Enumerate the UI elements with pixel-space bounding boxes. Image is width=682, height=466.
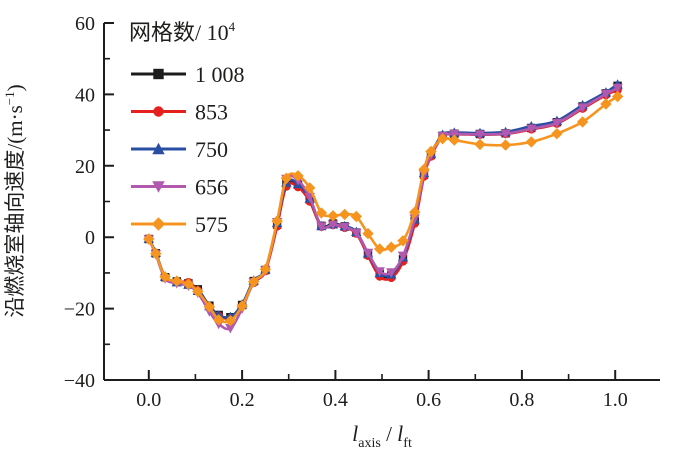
legend-item-label: 656	[195, 175, 228, 200]
legend-item-656: 656	[131, 175, 228, 200]
x-axis-title-sub1: axis	[358, 436, 381, 451]
x-tick-label: 1.0	[603, 389, 628, 411]
axis-ticks	[104, 22, 617, 381]
diamond-icon	[151, 217, 166, 231]
svg-text:沿燃烧室轴向速度/(m·s−1): 沿燃烧室轴向速度/(m·s−1)	[2, 84, 27, 317]
x-tick-label: 0.2	[230, 389, 255, 411]
legend-items: 1 008 853 750 656 575	[131, 62, 245, 237]
legend-item-label: 853	[195, 100, 228, 125]
x-tick-label: 0.4	[323, 389, 348, 411]
legend: 网格数/ 104 1 008 853 750 656 575	[129, 19, 245, 237]
y-axis-title-text: 沿燃烧室轴向速度/(m·s	[3, 105, 27, 317]
legend-item-575: 575	[131, 212, 228, 237]
series-line	[147, 95, 619, 324]
legend-title: 网格数/ 104	[129, 19, 236, 45]
x-axis-title-sub2: ft	[403, 436, 412, 451]
x-axis-title-var2: l	[397, 421, 403, 446]
axis-tick-labels: 0.0 0.2 0.4 0.6 0.8 1.0 −40 −20 0 20 40 60	[64, 13, 628, 411]
legend-item-label: 1 008	[195, 62, 245, 87]
y-tick-label: 20	[75, 156, 95, 178]
legend-item-853: 853	[131, 100, 228, 125]
svg-text:laxis / lft: laxis / lft	[352, 421, 412, 451]
y-tick-label: −40	[64, 370, 95, 392]
x-tick-label: 0.8	[509, 389, 534, 411]
y-tick-label: −20	[64, 299, 95, 321]
triangle-down-icon	[152, 181, 165, 193]
y-axis-title: 沿燃烧室轴向速度/(m·s−1)	[2, 84, 27, 317]
legend-item-750: 750	[131, 137, 228, 162]
data-series	[143, 79, 624, 334]
x-axis-title-separator: /	[381, 422, 397, 446]
x-tick-label: 0.0	[136, 389, 161, 411]
x-axis-title: laxis / lft	[352, 421, 412, 451]
series-575	[143, 90, 624, 327]
y-axis-title-close: )	[3, 84, 27, 91]
legend-item-label: 575	[195, 212, 228, 237]
x-tick-label: 0.6	[416, 389, 441, 411]
y-axis-title-superscript: −1	[2, 91, 17, 105]
legend-item-1008: 1 008	[131, 62, 245, 87]
legend-title-superscript: 4	[229, 19, 236, 34]
y-tick-label: 40	[75, 84, 95, 106]
x-axis-title-var1: l	[352, 421, 358, 446]
y-tick-label: 60	[75, 13, 95, 35]
triangle-up-icon	[152, 142, 165, 155]
y-tick-label: 0	[85, 227, 95, 249]
square-icon	[153, 68, 164, 80]
circle-icon	[153, 106, 164, 117]
major-ticks	[104, 22, 617, 381]
legend-item-label: 750	[195, 137, 228, 162]
minor-ticks	[104, 57, 570, 380]
axes: 0.0 0.2 0.4 0.6 0.8 1.0 −40 −20 0 20 40 60	[64, 13, 660, 411]
series-markers	[143, 90, 624, 327]
